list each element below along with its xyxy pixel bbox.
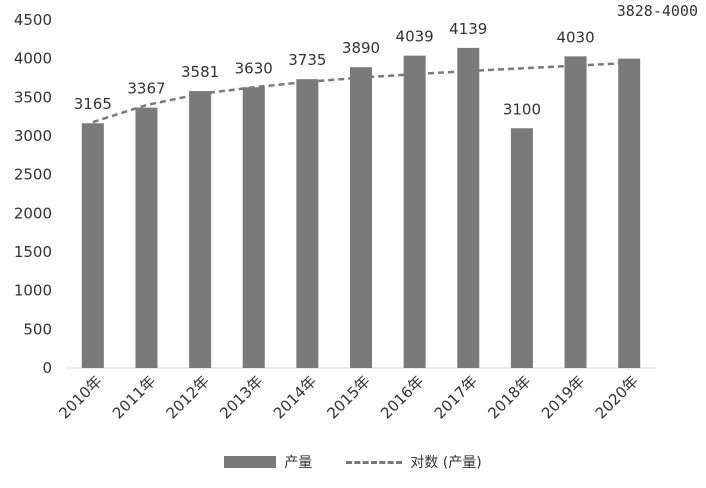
y-tick-label: 4000 — [14, 50, 52, 68]
x-tick-label: 2013年 — [216, 372, 266, 422]
y-tick-label: 4500 — [14, 11, 52, 29]
x-tick-label: 2017年 — [431, 372, 481, 422]
x-tick-label: 2019年 — [538, 372, 588, 422]
x-tick-label: 2011年 — [109, 372, 159, 422]
y-tick-label: 1000 — [14, 282, 52, 300]
data-label: 3630 — [235, 59, 273, 77]
y-tick-label: 500 — [23, 320, 52, 338]
legend-item-trendline: 对数 (产量) — [346, 452, 482, 472]
bar — [564, 56, 587, 368]
legend-line-label: 对数 (产量) — [410, 455, 482, 471]
bar — [81, 123, 104, 369]
y-tick-label: 2500 — [14, 166, 52, 184]
bar — [457, 47, 480, 369]
legend-bar-label: 产量 — [284, 455, 313, 471]
y-tick-label: 3000 — [14, 127, 52, 145]
data-label: 3100 — [503, 100, 541, 118]
legend-item-bar: 产量 — [224, 452, 312, 472]
bar — [618, 58, 641, 369]
trendline — [92, 61, 630, 124]
data-label: 3165 — [74, 95, 112, 113]
y-tick-label: 2000 — [14, 204, 52, 222]
bar — [510, 128, 533, 368]
bar — [189, 91, 212, 368]
data-label: 3890 — [342, 39, 380, 57]
y-tick-label: 1500 — [14, 243, 52, 261]
data-label: 4039 — [396, 28, 434, 46]
top-right-annotation: 3828-4000 — [616, 2, 698, 20]
x-tick-label: 2015年 — [323, 372, 373, 422]
y-tick-label: 0 — [42, 359, 52, 377]
x-tick-label: 2016年 — [377, 372, 427, 422]
legend-line-swatch — [346, 460, 403, 464]
x-tick-label: 2012年 — [163, 372, 213, 422]
data-label: 3367 — [127, 80, 165, 98]
x-tick-label: 2020年 — [592, 372, 642, 422]
data-label: 4030 — [556, 28, 594, 46]
bar — [350, 67, 372, 368]
x-tick-label: 2014年 — [270, 372, 320, 422]
legend-bar-swatch — [224, 456, 277, 468]
bar — [242, 87, 265, 368]
data-label: 3735 — [288, 51, 326, 69]
chart-legend: 产量 对数 (产量) — [0, 452, 706, 472]
x-tick-label: 2010年 — [55, 372, 105, 422]
x-tick-label: 2018年 — [484, 372, 534, 422]
data-label: 3581 — [181, 63, 219, 81]
bar — [403, 55, 426, 368]
data-label: 4139 — [449, 20, 487, 38]
y-tick-label: 3500 — [14, 88, 52, 106]
bar — [135, 107, 158, 369]
bar — [296, 79, 319, 368]
